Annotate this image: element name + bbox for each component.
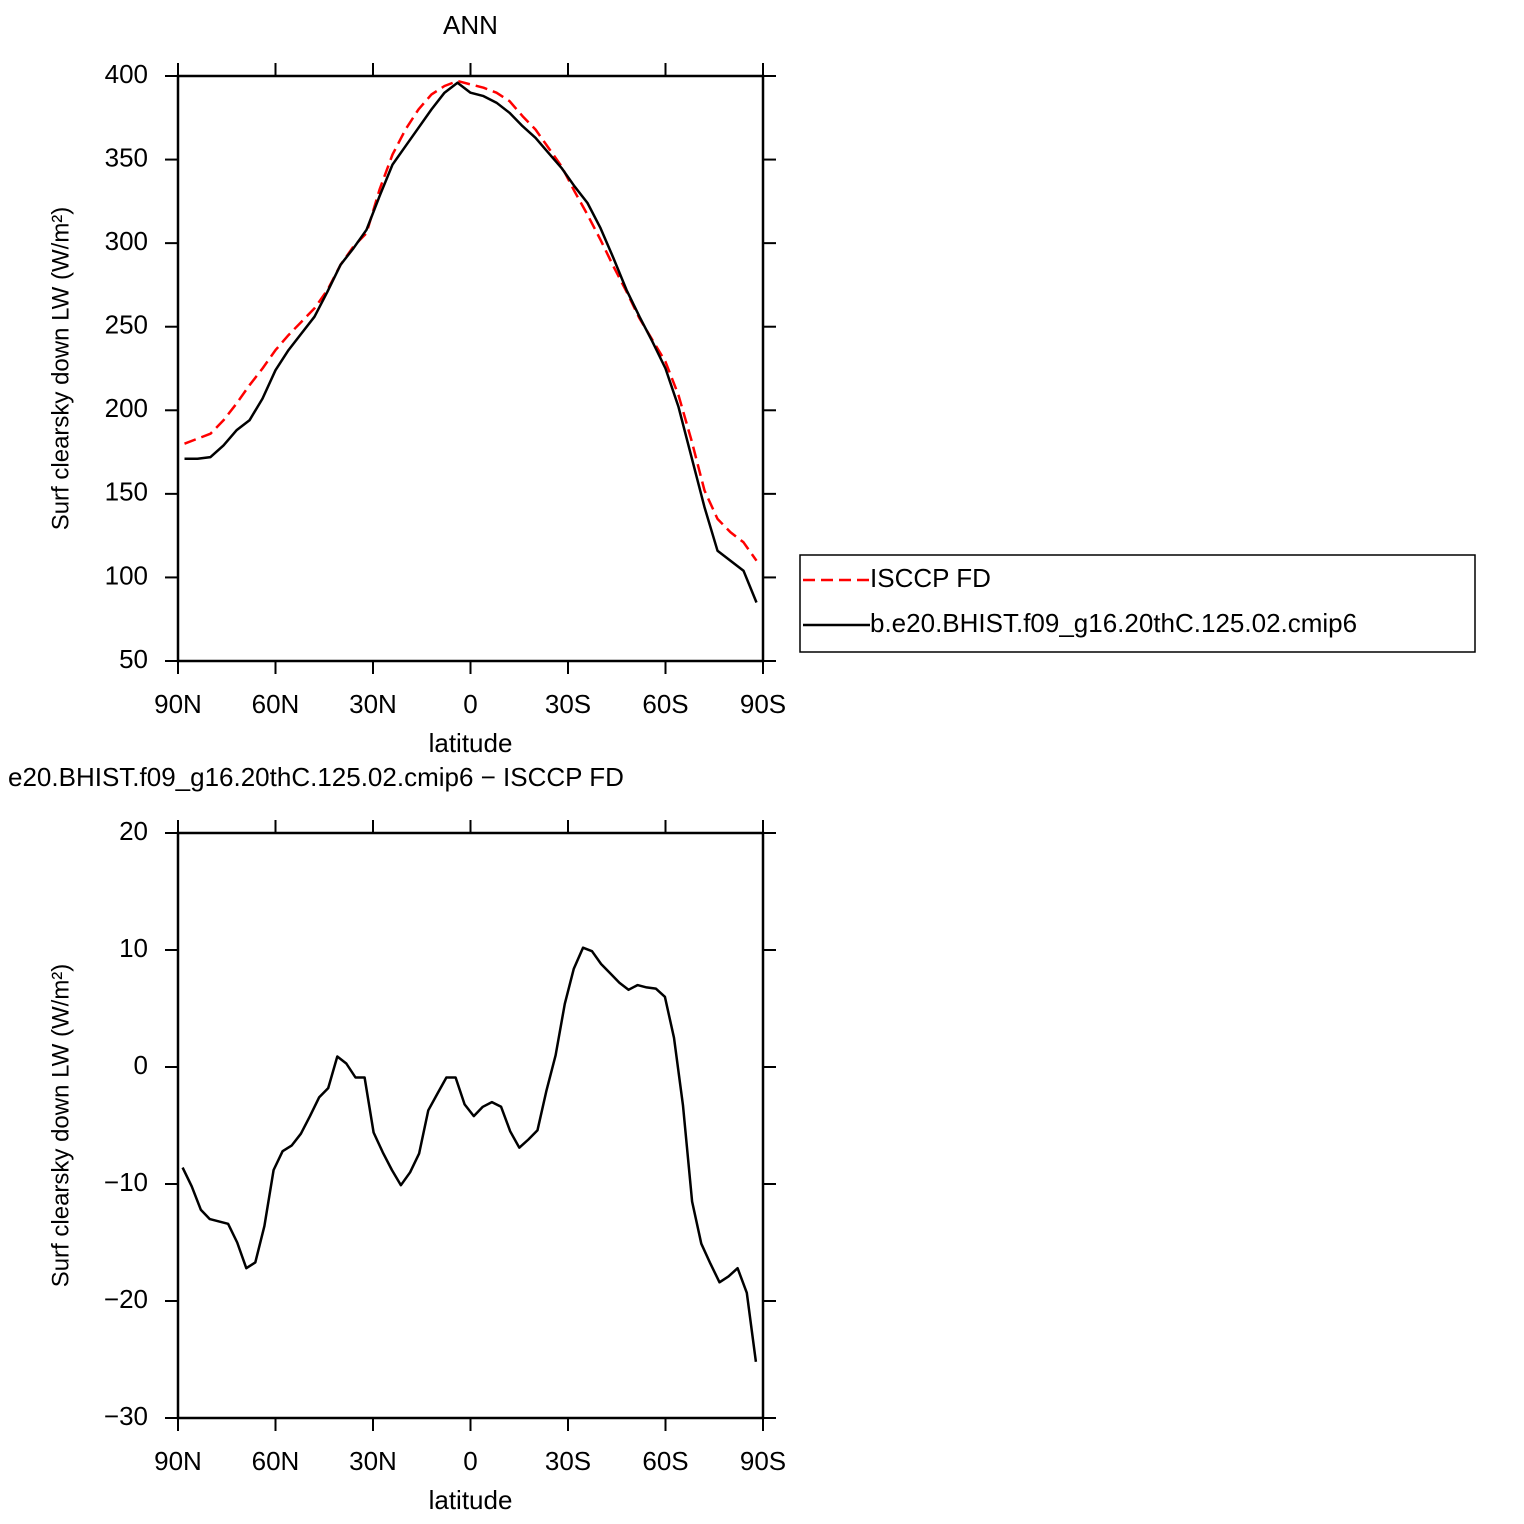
x-axis-label: latitude bbox=[429, 728, 513, 758]
x-tick-label: 90S bbox=[740, 1446, 786, 1476]
y-tick-label: 20 bbox=[119, 816, 148, 846]
plot-frame bbox=[176, 831, 765, 1420]
x-tick-label: 90N bbox=[154, 689, 202, 719]
data-line bbox=[184, 79, 758, 562]
x-tick-label: 60N bbox=[252, 1446, 300, 1476]
data-line bbox=[181, 946, 758, 1362]
y-tick-label: −10 bbox=[104, 1167, 148, 1197]
x-tick-label: 60N bbox=[252, 689, 300, 719]
data-line bbox=[184, 81, 758, 603]
chart-title: ANN bbox=[443, 10, 498, 40]
y-axis-label: Surf clearsky down LW (W/m²) bbox=[47, 964, 74, 1288]
chart-title: e20.BHIST.f09_g16.20thC.125.02.cmip6 − I… bbox=[8, 762, 624, 792]
x-tick-label: 0 bbox=[463, 689, 477, 719]
y-tick-label: 50 bbox=[119, 644, 148, 674]
y-tick-label: 150 bbox=[105, 477, 148, 507]
x-tick-label: 30S bbox=[545, 689, 591, 719]
plot-frame bbox=[176, 74, 765, 663]
legend-label: b.e20.BHIST.f09_g16.20thC.125.02.cmip6 bbox=[870, 608, 1357, 638]
x-tick-label: 90S bbox=[740, 689, 786, 719]
x-tick-label: 90N bbox=[154, 1446, 202, 1476]
y-tick-label: 350 bbox=[105, 142, 148, 172]
y-tick-label: −30 bbox=[104, 1401, 148, 1431]
y-tick-label: 10 bbox=[119, 933, 148, 963]
y-tick-label: 300 bbox=[105, 226, 148, 256]
y-tick-label: 0 bbox=[134, 1050, 148, 1080]
y-tick-label: 200 bbox=[105, 393, 148, 423]
x-tick-label: 30N bbox=[349, 689, 397, 719]
y-tick-label: 100 bbox=[105, 560, 148, 590]
y-tick-label: 250 bbox=[105, 310, 148, 340]
legend-label: ISCCP FD bbox=[870, 563, 991, 593]
y-tick-label: 400 bbox=[105, 59, 148, 89]
x-tick-label: 30N bbox=[349, 1446, 397, 1476]
x-tick-label: 30S bbox=[545, 1446, 591, 1476]
x-tick-label: 60S bbox=[642, 1446, 688, 1476]
legend-box bbox=[799, 554, 1476, 653]
y-tick-label: −20 bbox=[104, 1284, 148, 1314]
x-tick-label: 0 bbox=[463, 1446, 477, 1476]
x-tick-label: 60S bbox=[642, 689, 688, 719]
x-axis-label: latitude bbox=[429, 1485, 513, 1515]
y-axis-label: Surf clearsky down LW (W/m²) bbox=[47, 207, 74, 531]
